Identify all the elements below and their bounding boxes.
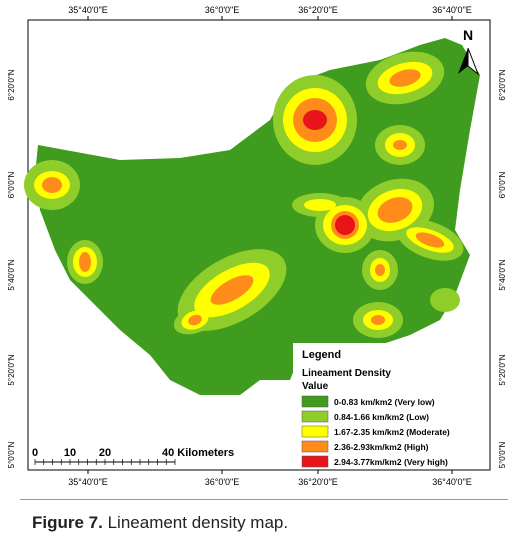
caption-label: Figure 7. — [32, 513, 103, 532]
latitude-label: 5°40'0"N — [7, 259, 16, 290]
latitude-label: 6°20'0"N — [7, 69, 16, 100]
scale-box — [30, 440, 265, 468]
map: N Legend Lineament Density Value 40 Kilo… — [7, 5, 508, 501]
density-zone — [430, 288, 460, 312]
scale-tick-label: 10 — [64, 447, 76, 459]
legend-subtitle: Lineament Density — [302, 368, 391, 379]
latitude-label: 6°0'0"N — [498, 171, 507, 198]
longitude-label: 36°20'0"E — [298, 477, 338, 487]
density-zone — [335, 215, 355, 235]
latitude-label: 6°20'0"N — [498, 69, 507, 100]
legend-label: 2.94-3.77km/km2 (Very high) — [334, 457, 448, 467]
north-label: N — [463, 27, 473, 43]
density-zone — [377, 197, 413, 223]
legend-swatch — [301, 425, 329, 438]
legend-label: 1.67-2.35 km/km2 (Moderate) — [334, 427, 450, 437]
legend-swatch — [301, 440, 329, 453]
legend-swatch — [301, 395, 329, 408]
density-zone — [375, 264, 385, 276]
longitude-label: 35°40'0"E — [68, 5, 108, 15]
latitude-label: 6°0'0"N — [7, 171, 16, 198]
density-zone — [188, 314, 202, 326]
latitude-label: 5°20'0"N — [498, 354, 507, 385]
longitude-label: 36°0'0"E — [205, 477, 240, 487]
scale-tick-label: 0 — [32, 447, 38, 459]
density-zone — [79, 252, 91, 272]
longitude-label: 36°40'0"E — [432, 5, 472, 15]
north-arrow: N — [458, 27, 480, 76]
legend-swatch — [301, 410, 329, 423]
density-area — [24, 38, 480, 395]
legend-swatch — [301, 455, 329, 468]
legend-label: 2.36-2.93km/km2 (High) — [334, 442, 429, 452]
density-zone — [304, 199, 336, 211]
latitude-label: 5°0'0"N — [498, 441, 507, 468]
longitude-label: 36°40'0"E — [432, 477, 472, 487]
caption: Figure 7. Lineament density map. — [32, 513, 288, 533]
longitude-label: 36°20'0"E — [298, 5, 338, 15]
latitude-label: 5°0'0"N — [7, 441, 16, 468]
longitude-label: 35°40'0"E — [68, 477, 108, 487]
density-zone — [210, 275, 254, 305]
longitude-label: 36°0'0"E — [205, 5, 240, 15]
latitude-label: 5°40'0"N — [498, 259, 507, 290]
legend-label: 0-0.83 km/km2 (Very low) — [334, 397, 435, 407]
scale-tick-label: 20 — [99, 447, 111, 459]
scale-label: 40 Kilometers — [162, 447, 234, 459]
legend-label: 0.84-1.66 km/km2 (Low) — [334, 412, 429, 422]
legend-heading: Value — [302, 381, 329, 392]
density-zone — [303, 110, 327, 130]
density-zone — [389, 69, 421, 87]
legend-title: Legend — [302, 349, 341, 361]
caption-text: Lineament density map. — [107, 513, 289, 532]
latitude-label: 5°20'0"N — [7, 354, 16, 385]
density-zone — [42, 177, 62, 193]
density-zone — [371, 315, 385, 325]
density-zone — [393, 140, 407, 150]
density-zone — [415, 232, 445, 248]
